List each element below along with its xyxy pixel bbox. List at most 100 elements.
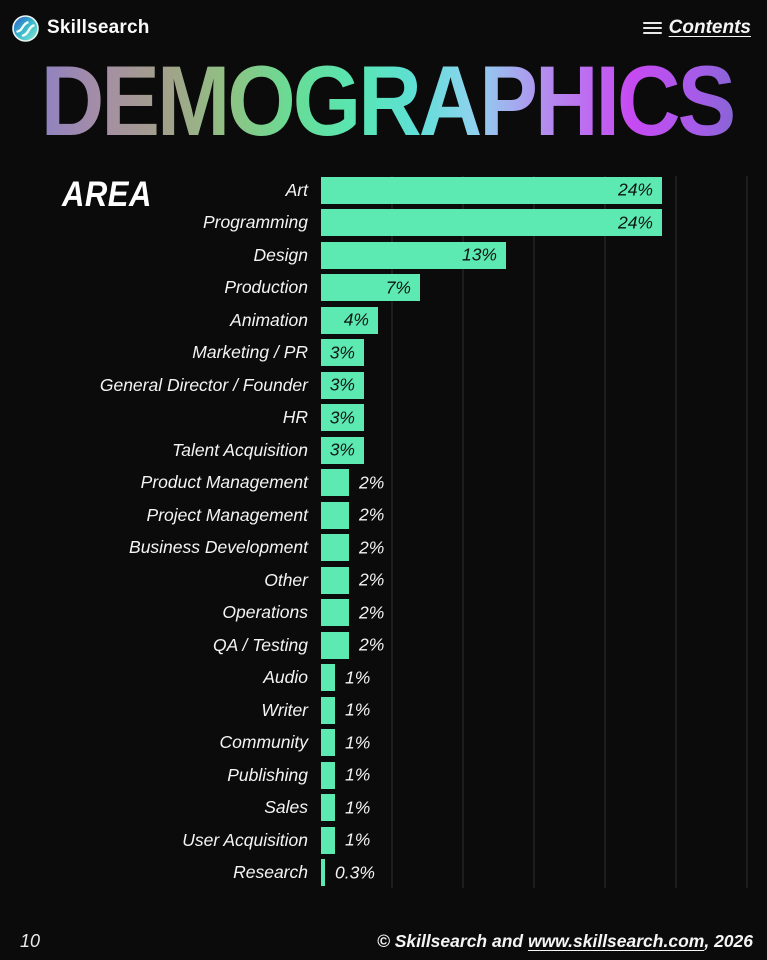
copyright-link[interactable]: www.skillsearch.com	[527, 931, 705, 951]
bar-track: 4%	[321, 306, 767, 334]
copyright-suffix: , 2026	[704, 931, 753, 951]
bar	[321, 501, 349, 529]
copyright-text: © Skillsearch and www.skillsearch.com, 2…	[377, 931, 753, 952]
value-label: 24%	[617, 212, 653, 233]
bar-track: 2%	[321, 566, 767, 594]
category-label: Community	[219, 732, 309, 753]
value-label: 2%	[359, 504, 385, 525]
bar	[321, 664, 335, 692]
bar-track: 7%	[321, 274, 767, 302]
bar-track: 1%	[321, 729, 767, 757]
skillsearch-logo-icon	[12, 14, 39, 42]
value-label: 2%	[359, 602, 385, 623]
bar-row: Design 13%	[0, 239, 767, 272]
page-title: DEMOGRAPHICS	[26, 51, 748, 150]
gridlines	[321, 176, 767, 888]
footer: 10 © Skillsearch and www.skillsearch.com…	[0, 931, 767, 952]
bar-row: General Director / Founder 3%	[0, 369, 767, 402]
header: Skillsearch Contents	[0, 0, 767, 44]
bar-track: 2%	[321, 534, 767, 562]
bar	[321, 599, 349, 627]
value-label: 2%	[359, 537, 385, 558]
bar-row: QA / Testing 2%	[0, 629, 767, 662]
bar-row: Publishing 1%	[0, 759, 767, 792]
bar: 7%	[321, 274, 420, 302]
bar-row: Audio 1%	[0, 662, 767, 695]
bar	[321, 859, 325, 887]
bar-track: 1%	[321, 826, 767, 854]
category-label: Marketing / PR	[192, 342, 308, 363]
value-label: 1%	[345, 667, 371, 688]
value-label: 2%	[359, 634, 385, 655]
bar-row: Production 7%	[0, 272, 767, 305]
bar	[321, 696, 335, 724]
bar-row: Animation 4%	[0, 304, 767, 337]
category-label: Research	[233, 862, 308, 883]
bar-track: 2%	[321, 469, 767, 497]
gridline	[675, 176, 677, 888]
category-label: Publishing	[227, 764, 308, 785]
bar-track: 3%	[321, 371, 767, 399]
bar-track: 1%	[321, 761, 767, 789]
bar-row: Marketing / PR 3%	[0, 337, 767, 370]
gridline	[604, 176, 606, 888]
gridline	[391, 176, 393, 888]
bar: 3%	[321, 371, 364, 399]
category-label: Talent Acquisition	[172, 439, 308, 460]
category-label: Writer	[261, 699, 308, 720]
value-label: 24%	[617, 179, 653, 200]
bar	[321, 631, 349, 659]
value-label: 1%	[345, 829, 371, 850]
bar-track: 2%	[321, 501, 767, 529]
bar-track: 2%	[321, 599, 767, 627]
bar	[321, 794, 335, 822]
bar-row: Sales 1%	[0, 792, 767, 825]
bar-track: 3%	[321, 404, 767, 432]
category-label: Art	[285, 179, 308, 200]
bar: 3%	[321, 339, 364, 367]
bar-row: Other 2%	[0, 564, 767, 597]
value-label: 3%	[329, 342, 355, 363]
category-label: QA / Testing	[212, 634, 308, 655]
gridline	[746, 176, 748, 888]
gridline	[533, 176, 535, 888]
bar-row: Product Management 2%	[0, 467, 767, 500]
chart-rows: Art 24% Programming 24% Design 13% Production 7…	[0, 174, 767, 889]
gridline	[462, 176, 464, 888]
bar: 4%	[321, 306, 378, 334]
bar-row: Research 0.3%	[0, 857, 767, 890]
contents-link[interactable]: Contents	[642, 17, 751, 39]
bar: 3%	[321, 436, 364, 464]
value-label: 0.3%	[335, 862, 375, 883]
value-label: 2%	[359, 472, 385, 493]
bar-track: 24%	[321, 209, 767, 237]
bar-row: Programming 24%	[0, 207, 767, 240]
bar: 24%	[321, 209, 662, 237]
contents-link-label[interactable]: Contents	[668, 17, 751, 38]
hamburger-menu-icon	[642, 22, 662, 34]
bar	[321, 729, 335, 757]
brand-name: Skillsearch	[47, 17, 150, 38]
value-label: 1%	[345, 797, 371, 818]
bar-track: 13%	[321, 241, 767, 269]
category-label: Animation	[230, 309, 308, 330]
category-label: Business Development	[129, 537, 308, 558]
bar-track: 1%	[321, 696, 767, 724]
bar	[321, 826, 335, 854]
value-label: 13%	[461, 244, 497, 265]
value-label: 3%	[329, 407, 355, 428]
category-label: Project Management	[146, 504, 308, 525]
area-bar-chart: AREA Art 24% Programming 24% Design 13% Produc…	[0, 174, 767, 890]
bar-row: HR 3%	[0, 402, 767, 435]
bar-row: User Acquisition 1%	[0, 824, 767, 857]
bar-track: 24%	[321, 176, 767, 204]
value-label: 4%	[343, 309, 369, 330]
value-label: 3%	[329, 439, 355, 460]
bar-row: Writer 1%	[0, 694, 767, 727]
value-label: 7%	[385, 277, 411, 298]
category-label: Sales	[264, 797, 308, 818]
bar	[321, 469, 349, 497]
bar-row: Community 1%	[0, 727, 767, 760]
bar: 3%	[321, 404, 364, 432]
bar	[321, 566, 349, 594]
